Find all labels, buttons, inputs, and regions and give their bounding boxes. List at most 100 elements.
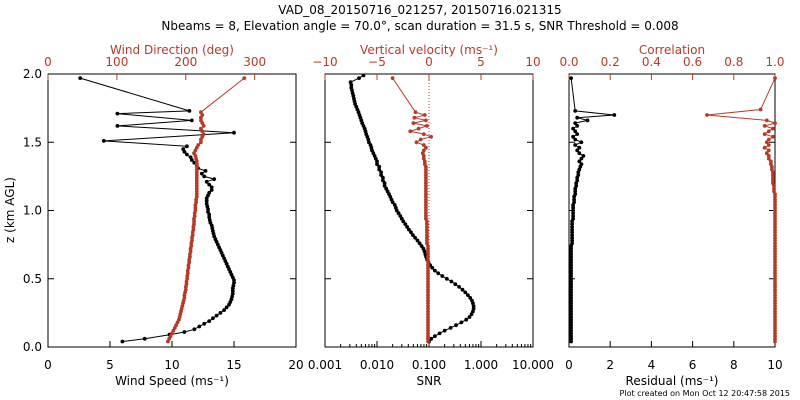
data-point (773, 200, 777, 205)
data-point (773, 263, 777, 267)
data-point (773, 227, 777, 232)
top-tick-label: 100 (105, 55, 128, 69)
data-point (379, 170, 383, 175)
data-point (570, 222, 574, 227)
data-point (764, 151, 769, 156)
data-point (232, 130, 236, 135)
data-point (773, 244, 777, 248)
data-point (203, 169, 208, 173)
data-point (390, 76, 395, 80)
data-point (182, 296, 187, 300)
bottom-tick-label: 20 (288, 358, 303, 372)
y-tick-label: 0.5 (23, 272, 42, 286)
data-point (574, 184, 579, 188)
data-point (764, 118, 769, 123)
y-tick-label: 2.0 (23, 67, 42, 81)
data-point (762, 124, 767, 128)
data-point (426, 334, 430, 338)
data-point (379, 173, 383, 177)
data-point (773, 287, 777, 292)
top-tick-label: −10 (312, 55, 337, 69)
data-point (424, 181, 428, 186)
data-point (377, 164, 382, 169)
data-point (569, 249, 573, 254)
data-point (769, 159, 773, 164)
data-point (425, 124, 429, 128)
data-point (412, 115, 417, 120)
data-point (375, 162, 379, 167)
data-point (194, 170, 199, 175)
data-point (569, 255, 573, 259)
data-point (773, 265, 777, 270)
data-point (769, 162, 773, 167)
data-point (413, 235, 417, 240)
series-black (569, 76, 617, 344)
series-line (167, 77, 245, 342)
data-point (773, 208, 777, 213)
data-point (570, 241, 574, 246)
data-point (773, 274, 777, 278)
data-point (569, 257, 573, 262)
data-point (571, 134, 575, 139)
bottom-tick-label: 0.010 (360, 358, 394, 372)
data-point (193, 205, 198, 210)
data-point (426, 331, 430, 336)
data-point (762, 132, 767, 137)
data-point (377, 167, 382, 172)
data-point (772, 189, 776, 194)
data-point (569, 298, 573, 303)
data-point (194, 164, 199, 169)
data-point (242, 76, 247, 80)
data-point (192, 214, 197, 218)
data-point (766, 129, 771, 134)
data-point (207, 215, 212, 220)
data-point (211, 316, 215, 321)
data-point (569, 252, 573, 257)
data-point (425, 233, 429, 238)
data-point (573, 121, 578, 125)
data-point (773, 279, 777, 284)
data-point (424, 205, 428, 210)
data-point (426, 249, 430, 254)
data-point (575, 132, 580, 137)
data-point (581, 154, 586, 158)
data-point (773, 249, 777, 254)
data-point (185, 144, 189, 149)
top-tick-label: 5 (477, 55, 485, 69)
data-point (569, 323, 573, 328)
data-point (773, 271, 777, 276)
data-point (426, 257, 430, 262)
data-point (773, 298, 777, 303)
data-point (773, 203, 777, 207)
data-point (184, 282, 189, 287)
data-point (773, 309, 777, 314)
data-point (424, 170, 428, 175)
data-point (569, 271, 573, 276)
data-point (772, 186, 776, 191)
top-tick-label: 0 (44, 55, 52, 69)
data-point (773, 235, 777, 240)
data-point (570, 238, 574, 243)
data-point (585, 118, 590, 123)
bottom-tick-label: 15 (226, 358, 241, 372)
data-point (773, 219, 777, 224)
bottom-tick-label: 0 (44, 358, 52, 372)
data-point (421, 156, 426, 161)
data-point (222, 308, 227, 312)
data-point (417, 241, 422, 246)
data-point (197, 324, 202, 329)
data-point (464, 317, 469, 322)
data-point (194, 194, 199, 199)
data-point (773, 76, 777, 80)
data-point (424, 118, 428, 123)
data-point (426, 282, 430, 287)
data-point (569, 306, 573, 311)
data-point (773, 216, 777, 221)
data-point (384, 186, 389, 191)
data-point (189, 244, 194, 248)
panel-middle: 0.001 0.010 0.100 1.000 10.000 SNR −10 −5 0 5 10 Ve… (308, 43, 554, 388)
data-point (773, 293, 777, 297)
data-point (218, 311, 223, 315)
data-point (771, 134, 775, 139)
data-point (382, 184, 387, 188)
